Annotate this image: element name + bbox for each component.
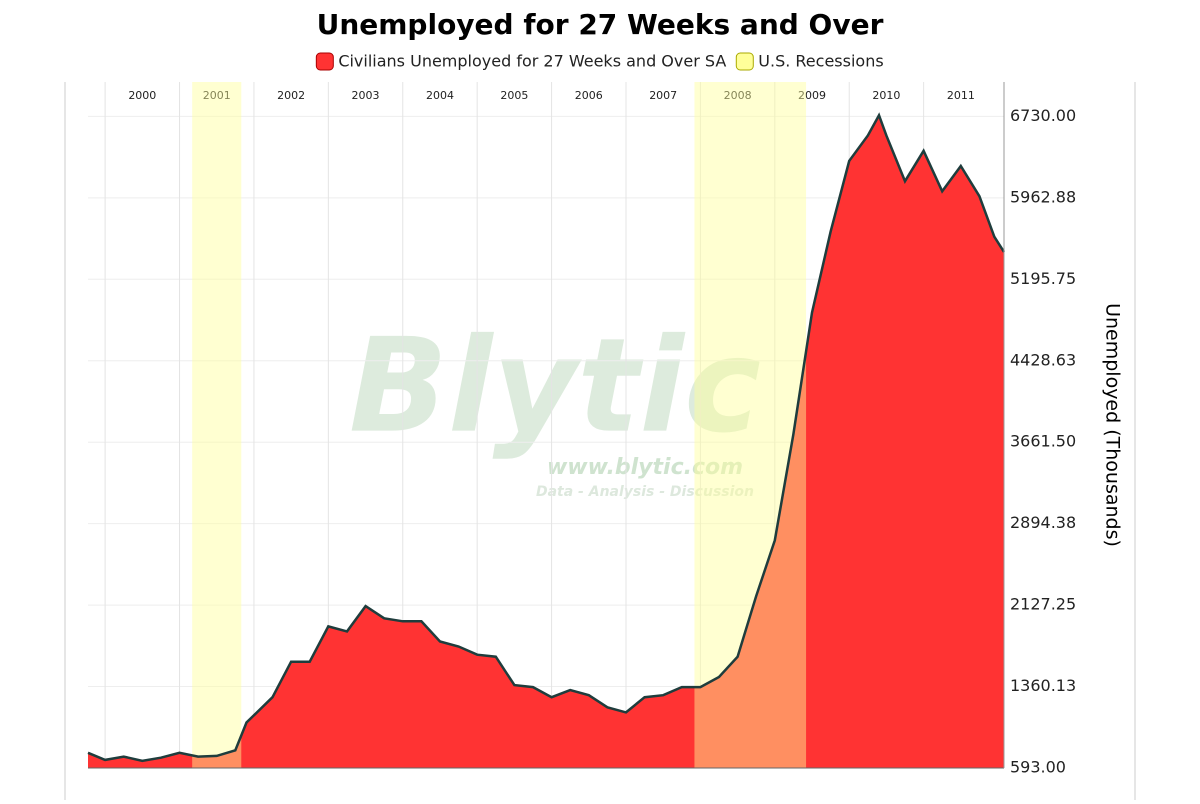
x-tick-label: 2011 — [947, 89, 975, 102]
y-axis-title: Unemployed (Thousands) — [1102, 303, 1124, 547]
y-tick-label: 2894.38 — [1010, 513, 1076, 532]
x-tick-label: 2006 — [575, 89, 603, 102]
x-tick-label: 2009 — [798, 89, 826, 102]
watermark-url: www.blytic.com — [547, 455, 743, 480]
y-tick-label: 5195.75 — [1010, 269, 1076, 288]
watermark-tagline: Data - Analysis - Discussion — [536, 484, 754, 500]
recession-band — [192, 82, 242, 768]
x-tick-label: 2001 — [203, 89, 231, 102]
y-tick-label: 6730.00 — [1010, 106, 1076, 125]
legend-label: Civilians Unemployed for 27 Weeks and Ov… — [338, 52, 726, 71]
x-tick-label: 2008 — [724, 89, 752, 102]
recession-band — [694, 82, 807, 768]
y-tick-label: 593.00 — [1010, 758, 1066, 777]
legend: Civilians Unemployed for 27 Weeks and Ov… — [315, 52, 884, 71]
legend-swatch — [735, 52, 754, 71]
y-tick-label: 5962.88 — [1010, 187, 1076, 206]
chart-title: Unemployed for 27 Weeks and Over — [317, 8, 884, 41]
y-tick-label: 4428.63 — [1010, 350, 1076, 369]
x-tick-label: 2000 — [128, 89, 156, 102]
legend-label: U.S. Recessions — [758, 52, 883, 71]
area — [88, 115, 1004, 769]
legend-swatch — [315, 52, 334, 71]
x-tick-label: 2005 — [500, 89, 528, 102]
watermark: Blytic — [349, 310, 761, 462]
y-tick-label: 3661.50 — [1010, 432, 1076, 451]
x-tick-label: 2010 — [872, 89, 900, 102]
y-tick-label: 1360.13 — [1010, 676, 1076, 695]
x-tick-label: 2004 — [426, 89, 454, 102]
x-tick-label: 2007 — [649, 89, 677, 102]
y-tick-label: 2127.25 — [1010, 595, 1076, 614]
x-tick-label: 2003 — [352, 89, 380, 102]
x-tick-label: 2002 — [277, 89, 305, 102]
line — [87, 112, 1006, 763]
